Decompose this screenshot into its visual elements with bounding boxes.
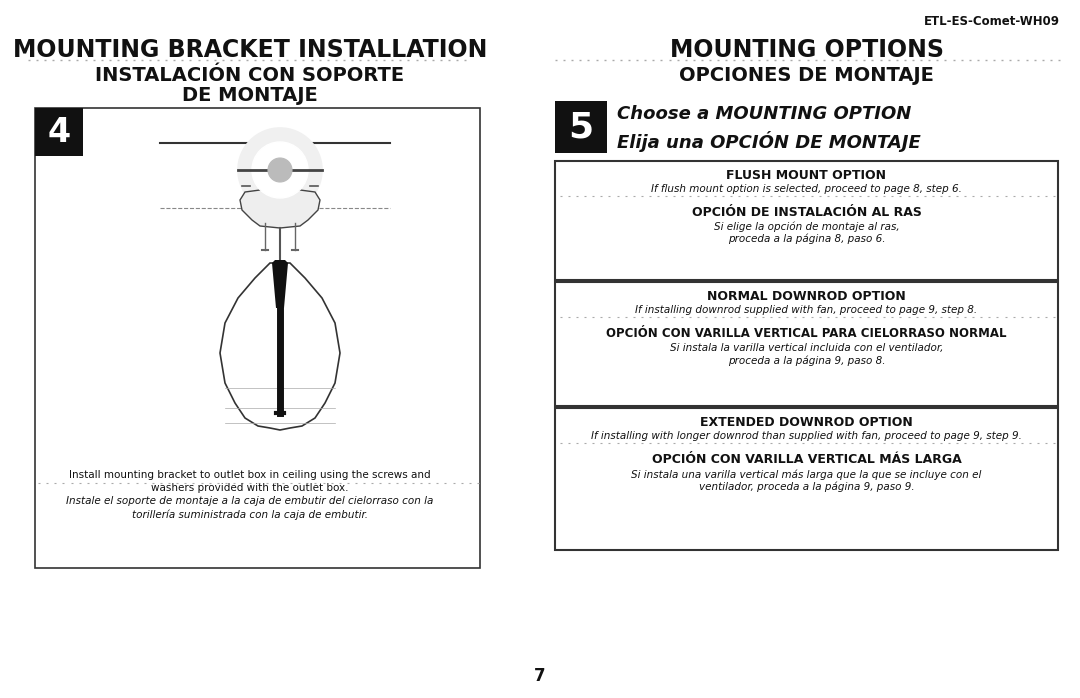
Bar <box>555 101 607 153</box>
Polygon shape <box>240 190 320 228</box>
Polygon shape <box>272 260 288 308</box>
Text: proceda a la página 9, paso 8.: proceda a la página 9, paso 8. <box>728 355 886 366</box>
Text: EXTENDED DOWNROD OPTION: EXTENDED DOWNROD OPTION <box>700 416 913 429</box>
Bar <box>555 282 1058 406</box>
Polygon shape <box>220 263 340 430</box>
Text: NORMAL DOWNROD OPTION: NORMAL DOWNROD OPTION <box>707 290 906 303</box>
Text: FLUSH MOUNT OPTION: FLUSH MOUNT OPTION <box>727 169 887 182</box>
Text: ETL-ES-Comet-WH09: ETL-ES-Comet-WH09 <box>924 15 1059 28</box>
Text: INSTALACIÓN CON SOPORTE: INSTALACIÓN CON SOPORTE <box>95 66 405 85</box>
Circle shape <box>268 158 292 182</box>
Text: proceda a la página 8, paso 6.: proceda a la página 8, paso 6. <box>728 234 886 244</box>
Text: If flush mount option is selected, proceed to page 8, step 6.: If flush mount option is selected, proce… <box>651 184 962 194</box>
Text: If installing with longer downrod than supplied with fan, proceed to page 9, ste: If installing with longer downrod than s… <box>591 431 1022 441</box>
Text: washers provided with the outlet box.: washers provided with the outlet box. <box>151 483 349 493</box>
Text: Si instala la varilla vertical incluida con el ventilador,: Si instala la varilla vertical incluida … <box>670 343 943 353</box>
Text: Si elige la opción de montaje al ras,: Si elige la opción de montaje al ras, <box>714 222 900 232</box>
Text: 7: 7 <box>535 667 545 685</box>
Text: Si instala una varilla vertical más larga que la que se incluye con el: Si instala una varilla vertical más larg… <box>632 469 982 480</box>
Text: Elija una OPCIÓN DE MONTAJE: Elija una OPCIÓN DE MONTAJE <box>617 131 921 152</box>
Bar <box>35 108 480 568</box>
Text: Choose a MOUNTING OPTION: Choose a MOUNTING OPTION <box>617 105 912 123</box>
Bar <box>555 161 1058 280</box>
Text: 4: 4 <box>48 115 70 149</box>
Text: OPCIÓN CON VARILLA VERTICAL PARA CIELORRASO NORMAL: OPCIÓN CON VARILLA VERTICAL PARA CIELORR… <box>606 327 1007 340</box>
Text: ventilador, proceda a la página 9, paso 9.: ventilador, proceda a la página 9, paso … <box>699 481 915 491</box>
Text: Instale el soporte de montaje a la caja de embutir del cielorraso con la: Instale el soporte de montaje a la caja … <box>66 496 434 506</box>
Circle shape <box>252 142 308 198</box>
Text: Install mounting bracket to outlet box in ceiling using the screws and: Install mounting bracket to outlet box i… <box>69 470 431 480</box>
Text: MOUNTING OPTIONS: MOUNTING OPTIONS <box>670 38 944 62</box>
Bar <box>35 108 83 156</box>
Text: torillería suministrada con la caja de embutir.: torillería suministrada con la caja de e… <box>132 509 368 519</box>
Text: If installing downrod supplied with fan, proceed to page 9, step 8.: If installing downrod supplied with fan,… <box>635 305 977 315</box>
Text: MOUNTING BRACKET INSTALLATION: MOUNTING BRACKET INSTALLATION <box>13 38 487 62</box>
Circle shape <box>238 128 322 212</box>
Bar <box>555 408 1058 550</box>
Text: OPCIÓN CON VARILLA VERTICAL MÁS LARGA: OPCIÓN CON VARILLA VERTICAL MÁS LARGA <box>651 453 961 466</box>
Text: DE MONTAJE: DE MONTAJE <box>183 86 318 105</box>
Text: OPCIONES DE MONTAJE: OPCIONES DE MONTAJE <box>679 66 934 85</box>
Text: 5: 5 <box>568 110 594 144</box>
Text: OPCIÓN DE INSTALACIÓN AL RAS: OPCIÓN DE INSTALACIÓN AL RAS <box>691 206 921 219</box>
